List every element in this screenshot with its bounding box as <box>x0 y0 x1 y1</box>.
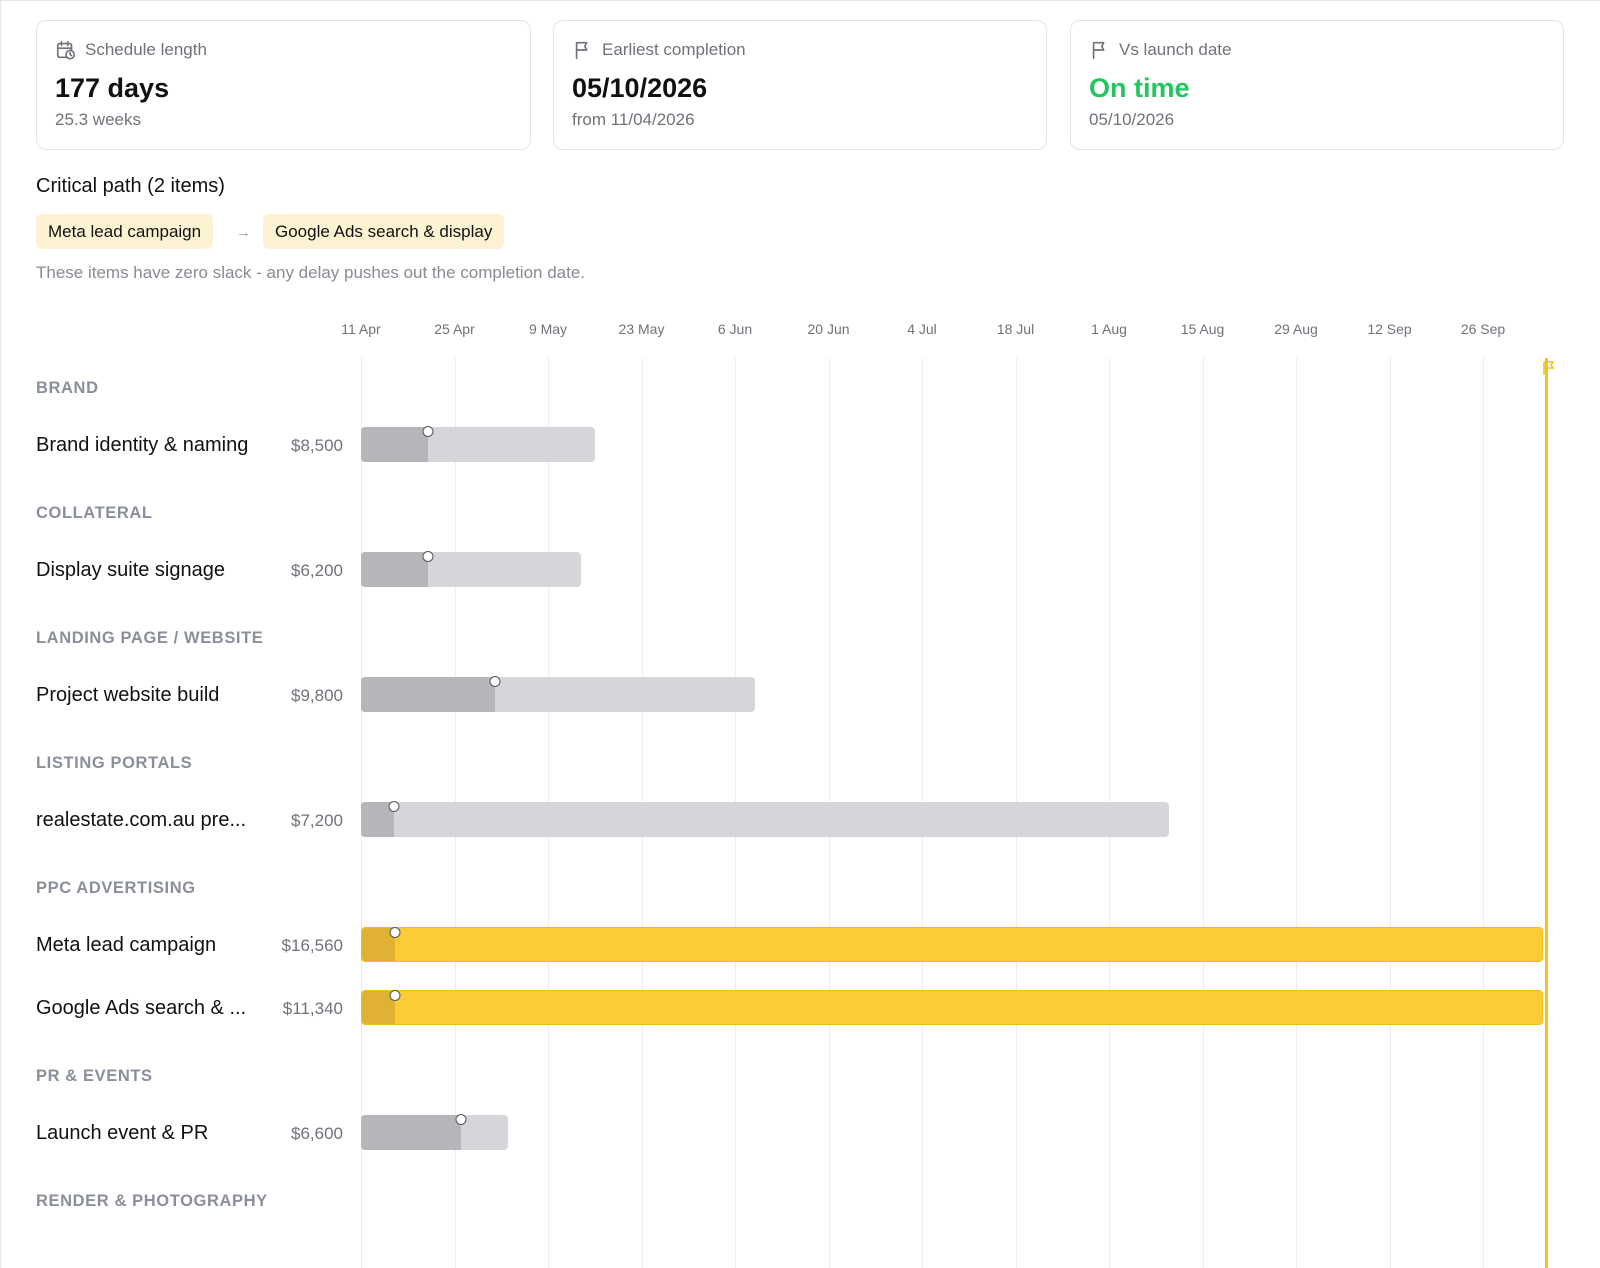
stat-card-vs-launch-date: Vs launch date On time 05/10/2026 <box>1070 20 1564 150</box>
task-progress <box>362 991 396 1024</box>
gridline <box>1483 358 1484 1268</box>
stat-value-status: On time <box>1089 73 1190 103</box>
row-label[interactable]: Project website build <box>36 684 220 706</box>
row-cost: $7,200 <box>291 811 343 830</box>
row-label[interactable]: realestate.com.au pre... <box>36 809 247 831</box>
row-label[interactable]: Google Ads search & ... <box>36 997 247 1019</box>
axis-tick-label: 4 Jul <box>907 321 937 337</box>
progress-handle[interactable] <box>422 426 434 437</box>
row-cost: $16,560 <box>281 936 343 955</box>
critical-path-chip[interactable]: Meta lead campaign <box>36 214 214 249</box>
task-bar[interactable] <box>361 801 1170 837</box>
axis-tick-label: 12 Sep <box>1367 321 1412 337</box>
row-label[interactable]: Display suite signage <box>36 559 225 581</box>
stat-sub: 05/10/2026 <box>1089 110 1175 129</box>
flag-icon <box>575 41 588 60</box>
group-label: LISTING PORTALS <box>36 754 193 772</box>
group-label: LANDING PAGE / WEBSITE <box>36 629 264 647</box>
row-label[interactable]: Launch event & PR <box>36 1122 209 1144</box>
stat-card-schedule-length: Schedule length 177 days 25.3 weeks <box>36 20 531 150</box>
axis-tick-label: 29 Aug <box>1274 321 1318 337</box>
axis-tick-label: 15 Aug <box>1180 321 1225 337</box>
axis-tick-label: 6 Jun <box>717 321 753 337</box>
task-progress <box>361 427 428 462</box>
progress-handle[interactable] <box>389 927 401 938</box>
stat-value: 177 days <box>55 73 170 103</box>
flag-icon <box>1092 41 1105 60</box>
axis-tick-label: 23 May <box>618 321 665 337</box>
stat-card-earliest-completion: Earliest completion 05/10/2026 from 11/0… <box>553 20 1047 150</box>
row-label[interactable]: Meta lead campaign <box>36 934 217 956</box>
task-progress <box>361 677 495 712</box>
critical-path-note: These items have zero slack - any delay … <box>36 263 586 282</box>
critical-task-bar[interactable] <box>361 990 1544 1025</box>
progress-handle[interactable] <box>422 551 434 562</box>
progress-handle[interactable] <box>389 990 401 1001</box>
critical-path-chip[interactable]: Google Ads search & display <box>263 214 505 249</box>
task-progress <box>361 1115 462 1150</box>
launch-flag-icon <box>1543 361 1555 375</box>
gridline <box>1202 358 1204 1268</box>
axis-tick-label: 26 Sep <box>1460 321 1506 337</box>
group-label: PPC ADVERTISING <box>36 879 196 897</box>
task-bar[interactable] <box>361 1114 508 1150</box>
progress-handle[interactable] <box>455 1114 467 1125</box>
arrow-right-icon: → <box>236 224 251 241</box>
row-cost: $6,600 <box>291 1124 343 1143</box>
gridline <box>1389 358 1391 1268</box>
row-cost: $6,200 <box>291 561 343 580</box>
launch-date-marker <box>1545 358 1548 1268</box>
gridline <box>1296 358 1297 1268</box>
stat-sub: from 11/04/2026 <box>572 110 695 129</box>
progress-handle[interactable] <box>489 676 501 687</box>
axis-tick-label: 25 Apr <box>434 321 475 337</box>
task-progress <box>362 928 396 961</box>
task-progress <box>361 802 395 837</box>
group-label: BRAND <box>36 379 99 397</box>
stat-sub: 25.3 weeks <box>55 110 141 129</box>
critical-path-title: Critical path (2 items) <box>36 175 225 197</box>
row-cost: $9,800 <box>291 686 343 705</box>
task-bar[interactable] <box>361 676 756 712</box>
group-label: COLLATERAL <box>36 504 153 522</box>
group-label: RENDER & PHOTOGRAPHY <box>36 1192 268 1210</box>
stat-label: Schedule length <box>85 40 207 59</box>
stat-value: 05/10/2026 <box>572 73 708 103</box>
stat-label: Vs launch date <box>1119 40 1232 59</box>
row-label[interactable]: Brand identity & naming <box>36 434 249 456</box>
row-cost: $11,340 <box>282 999 343 1018</box>
progress-handle[interactable] <box>388 801 400 812</box>
stat-label: Earliest completion <box>602 40 746 59</box>
axis-tick-label: 9 May <box>528 321 568 337</box>
task-progress <box>361 552 428 587</box>
calendar-clock-icon <box>56 40 76 60</box>
group-label: PR & EVENTS <box>36 1067 153 1085</box>
row-cost: $8,500 <box>291 436 343 455</box>
axis-tick-label: 1 Aug <box>1091 321 1127 337</box>
axis-tick-label: 11 Apr <box>341 321 381 337</box>
critical-task-bar[interactable] <box>361 927 1544 962</box>
task-bar[interactable] <box>361 551 582 587</box>
axis-tick-label: 18 Jul <box>996 321 1035 337</box>
axis-tick-label: 20 Jun <box>807 321 850 337</box>
task-bar[interactable] <box>361 426 595 462</box>
